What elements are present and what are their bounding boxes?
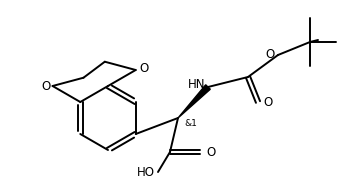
Text: O: O — [206, 146, 215, 158]
Text: &1: &1 — [184, 120, 197, 128]
Text: HN: HN — [187, 78, 205, 92]
Text: O: O — [266, 48, 275, 60]
Polygon shape — [178, 85, 210, 118]
Text: O: O — [263, 96, 272, 108]
Text: O: O — [41, 81, 51, 93]
Text: O: O — [140, 63, 149, 75]
Text: HO: HO — [137, 166, 155, 180]
